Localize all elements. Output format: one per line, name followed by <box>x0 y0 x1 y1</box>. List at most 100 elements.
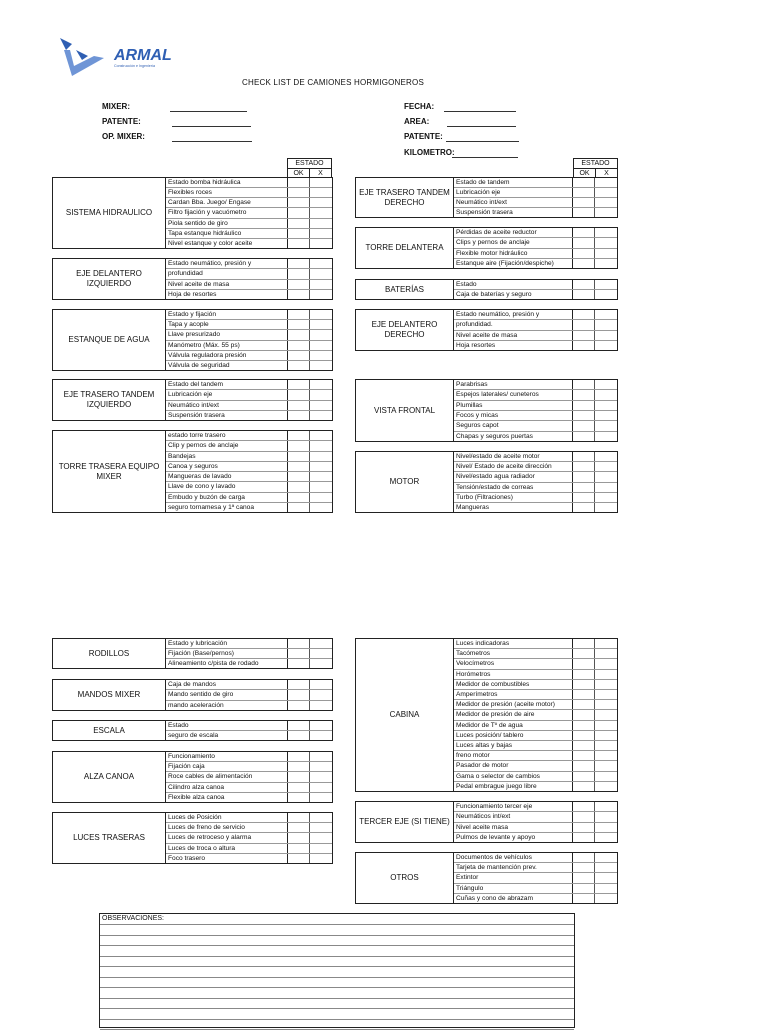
ok-checkbox[interactable] <box>573 462 595 471</box>
x-checkbox[interactable] <box>595 401 617 410</box>
ok-checkbox[interactable] <box>573 721 595 730</box>
x-checkbox[interactable] <box>310 783 332 792</box>
x-checkbox[interactable] <box>595 280 617 289</box>
x-checkbox[interactable] <box>310 752 332 761</box>
x-checkbox[interactable] <box>310 361 332 370</box>
ok-checkbox[interactable] <box>288 701 310 710</box>
x-checkbox[interactable] <box>595 833 617 842</box>
x-checkbox[interactable] <box>310 390 332 399</box>
x-checkbox[interactable] <box>595 432 617 441</box>
ok-checkbox[interactable] <box>573 228 595 237</box>
ok-checkbox[interactable] <box>573 259 595 268</box>
ok-checkbox[interactable] <box>573 238 595 247</box>
x-checkbox[interactable] <box>595 290 617 299</box>
ok-checkbox[interactable] <box>573 761 595 770</box>
ok-checkbox[interactable] <box>573 411 595 420</box>
field-input-line[interactable] <box>444 111 516 112</box>
x-checkbox[interactable] <box>310 431 332 440</box>
ok-checkbox[interactable] <box>573 188 595 197</box>
x-checkbox[interactable] <box>310 330 332 339</box>
x-checkbox[interactable] <box>310 731 332 740</box>
observaciones-box[interactable]: OBSERVACIONES: <box>99 913 575 1028</box>
x-checkbox[interactable] <box>595 700 617 709</box>
x-checkbox[interactable] <box>310 772 332 781</box>
x-checkbox[interactable] <box>310 462 332 471</box>
ok-checkbox[interactable] <box>288 330 310 339</box>
ok-checkbox[interactable] <box>288 783 310 792</box>
ok-checkbox[interactable] <box>573 853 595 862</box>
ok-checkbox[interactable] <box>288 793 310 802</box>
ok-checkbox[interactable] <box>573 863 595 872</box>
x-checkbox[interactable] <box>310 701 332 710</box>
ok-checkbox[interactable] <box>573 751 595 760</box>
x-checkbox[interactable] <box>310 639 332 648</box>
ok-checkbox[interactable] <box>288 721 310 730</box>
x-checkbox[interactable] <box>595 259 617 268</box>
x-checkbox[interactable] <box>310 493 332 502</box>
x-checkbox[interactable] <box>595 411 617 420</box>
x-checkbox[interactable] <box>310 690 332 699</box>
ok-checkbox[interactable] <box>288 411 310 420</box>
ok-checkbox[interactable] <box>288 762 310 771</box>
x-checkbox[interactable] <box>310 411 332 420</box>
x-checkbox[interactable] <box>310 649 332 658</box>
ok-checkbox[interactable] <box>573 432 595 441</box>
x-checkbox[interactable] <box>595 188 617 197</box>
ok-checkbox[interactable] <box>288 269 310 278</box>
ok-checkbox[interactable] <box>288 462 310 471</box>
ok-checkbox[interactable] <box>573 731 595 740</box>
ok-checkbox[interactable] <box>573 772 595 781</box>
x-checkbox[interactable] <box>595 680 617 689</box>
field-input-line[interactable] <box>446 141 519 142</box>
ok-checkbox[interactable] <box>288 431 310 440</box>
x-checkbox[interactable] <box>595 462 617 471</box>
ok-checkbox[interactable] <box>573 894 595 903</box>
x-checkbox[interactable] <box>595 731 617 740</box>
x-checkbox[interactable] <box>595 741 617 750</box>
ok-checkbox[interactable] <box>288 493 310 502</box>
x-checkbox[interactable] <box>595 483 617 492</box>
observaciones-line[interactable] <box>100 925 574 936</box>
x-checkbox[interactable] <box>595 751 617 760</box>
ok-checkbox[interactable] <box>573 710 595 719</box>
x-checkbox[interactable] <box>595 670 617 679</box>
ok-checkbox[interactable] <box>288 854 310 863</box>
ok-checkbox[interactable] <box>288 310 310 319</box>
x-checkbox[interactable] <box>310 310 332 319</box>
field-input-line[interactable] <box>172 141 252 142</box>
ok-checkbox[interactable] <box>288 401 310 410</box>
ok-checkbox[interactable] <box>288 341 310 350</box>
x-checkbox[interactable] <box>310 320 332 329</box>
x-checkbox[interactable] <box>310 280 332 289</box>
x-checkbox[interactable] <box>595 873 617 882</box>
x-checkbox[interactable] <box>310 721 332 730</box>
ok-checkbox[interactable] <box>288 823 310 832</box>
ok-checkbox[interactable] <box>573 649 595 658</box>
ok-checkbox[interactable] <box>573 670 595 679</box>
observaciones-line[interactable] <box>100 988 574 999</box>
ok-checkbox[interactable] <box>288 752 310 761</box>
ok-checkbox[interactable] <box>573 401 595 410</box>
x-checkbox[interactable] <box>595 198 617 207</box>
ok-checkbox[interactable] <box>573 380 595 389</box>
x-checkbox[interactable] <box>595 228 617 237</box>
ok-checkbox[interactable] <box>288 219 310 228</box>
ok-checkbox[interactable] <box>288 690 310 699</box>
ok-checkbox[interactable] <box>573 690 595 699</box>
x-checkbox[interactable] <box>310 452 332 461</box>
x-checkbox[interactable] <box>595 493 617 502</box>
x-checkbox[interactable] <box>310 198 332 207</box>
ok-checkbox[interactable] <box>288 844 310 853</box>
ok-checkbox[interactable] <box>573 802 595 811</box>
ok-checkbox[interactable] <box>288 731 310 740</box>
ok-checkbox[interactable] <box>288 639 310 648</box>
x-checkbox[interactable] <box>595 649 617 658</box>
ok-checkbox[interactable] <box>288 290 310 299</box>
x-checkbox[interactable] <box>595 421 617 430</box>
x-checkbox[interactable] <box>595 380 617 389</box>
ok-checkbox[interactable] <box>573 390 595 399</box>
ok-checkbox[interactable] <box>573 208 595 217</box>
observaciones-line[interactable] <box>100 1020 574 1030</box>
ok-checkbox[interactable] <box>288 229 310 238</box>
x-checkbox[interactable] <box>310 844 332 853</box>
